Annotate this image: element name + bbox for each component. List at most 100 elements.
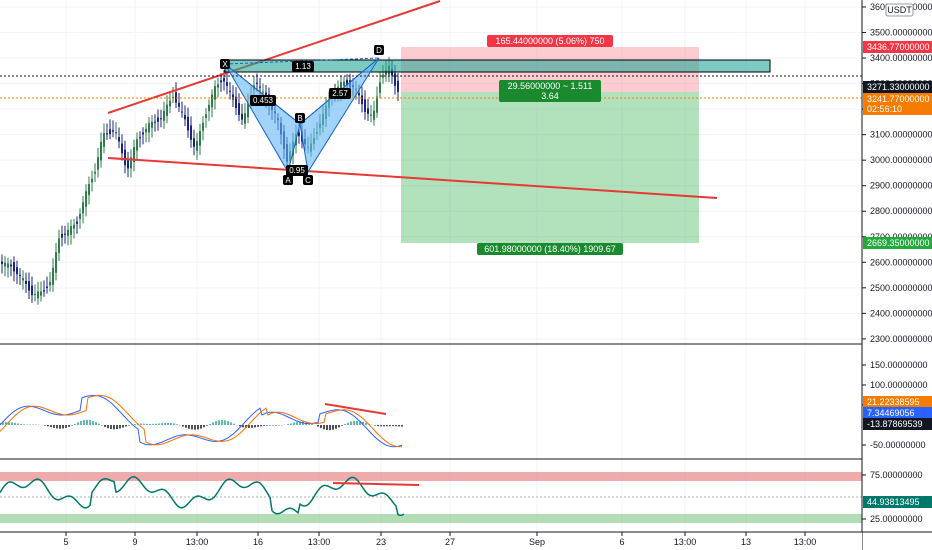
candle-body	[208, 104, 210, 112]
candle-body	[103, 133, 105, 147]
time-scale[interactable]	[0, 532, 862, 550]
candle-body	[46, 286, 48, 288]
rsi-divergence-line[interactable]	[332, 482, 420, 486]
rsi-tick-label: 25.00000000	[870, 514, 923, 524]
candle-body	[67, 229, 69, 236]
candle-body	[175, 92, 177, 103]
svg-text:USDT: USDT	[887, 5, 912, 15]
rsi-axis-ticks: 75.00000000 25.00000000	[862, 470, 923, 524]
candle-body	[262, 91, 264, 93]
candle-body	[358, 93, 360, 96]
reward-zone[interactable]	[401, 92, 699, 243]
candle-body	[136, 139, 138, 151]
macd-tick-label: 150.00000000	[870, 360, 928, 370]
grid	[0, 0, 862, 532]
candle-body	[397, 80, 399, 92]
candle-body	[97, 157, 99, 170]
candle-body	[220, 80, 222, 83]
candle-body	[382, 74, 384, 78]
signal-line	[0, 394, 403, 448]
candle-body	[112, 130, 114, 132]
candle-body	[205, 114, 207, 119]
svg-text:0.453: 0.453	[253, 96, 274, 105]
candle-body	[379, 82, 381, 93]
candle-body	[19, 275, 21, 277]
candle-body	[199, 131, 201, 146]
svg-text:02:56:10: 02:56:10	[867, 104, 902, 114]
time-tick-label: 23	[376, 537, 386, 547]
candle-body	[94, 171, 96, 174]
candle-body	[13, 262, 15, 272]
svg-text:B: B	[297, 114, 302, 123]
rsi-line	[0, 476, 405, 517]
time-tick-label: 6	[619, 537, 624, 547]
candle-body	[139, 137, 141, 139]
svg-text:21.22338595: 21.22338595	[867, 397, 920, 407]
candle-body	[55, 252, 57, 273]
candle-body	[235, 96, 237, 109]
price-tick-label: 2700.00000000	[870, 232, 932, 242]
macd-divergence-line[interactable]	[324, 403, 387, 415]
lower-trendline[interactable]	[107, 157, 718, 199]
candle-body	[178, 102, 180, 107]
currency-badge[interactable]: USDT	[885, 3, 914, 17]
candle-body	[346, 79, 348, 86]
candle-body	[193, 138, 195, 147]
candle-body	[64, 233, 66, 235]
svg-text:3271.33000000: 3271.33000000	[867, 82, 930, 92]
candle-body	[61, 234, 63, 238]
upper-trendline[interactable]	[107, 0, 441, 114]
ratio-ac-label: 0.95	[286, 165, 308, 176]
candle-body	[241, 113, 243, 120]
candle-body	[76, 221, 78, 224]
rsi-tick-label: 75.00000000	[870, 470, 923, 480]
candle-body	[226, 82, 228, 86]
candle-body	[52, 267, 54, 285]
candle-body	[166, 104, 168, 116]
point-c-label: C	[303, 175, 313, 185]
candle-body	[394, 73, 396, 86]
point-d-label: D	[374, 45, 384, 55]
price-tick-label: 2800.00000000	[870, 206, 932, 216]
candle-body	[367, 108, 369, 114]
reward-info-box: 601.98000000 (18.40%) 1909.67	[477, 243, 623, 255]
candle-body	[133, 147, 135, 162]
risk-info-box: 165.44000000 (5.06%) 750	[487, 35, 613, 47]
candle-body	[370, 114, 372, 116]
candle-body	[163, 110, 165, 121]
candle-body	[82, 202, 84, 214]
time-tick-label: 13	[741, 537, 751, 547]
price-tick-label: 3100.00000000	[870, 130, 932, 140]
candle-body	[124, 149, 126, 166]
pattern-xb-line	[224, 63, 301, 125]
candle-body	[181, 111, 183, 113]
candle-body	[31, 285, 33, 296]
candle-body	[121, 143, 123, 154]
candle-body	[211, 94, 213, 108]
candle-body	[40, 291, 42, 296]
pattern-bcd[interactable]	[299, 57, 380, 174]
time-axis-ticks: 5 9 13:00 16 13:00 23 27 Sep 6 13:00 13 13:00	[63, 532, 816, 547]
price-tick-label: 2600.00000000	[870, 257, 932, 267]
candle-body	[340, 82, 342, 92]
candle-body	[70, 226, 72, 235]
candle-body	[25, 280, 27, 285]
macd-histogram	[0, 419, 403, 431]
rsi-value-label: 44.93813495	[863, 496, 932, 508]
candle-body	[16, 267, 18, 275]
candle-body	[100, 141, 102, 161]
candle-body	[49, 281, 51, 286]
candle-body	[154, 121, 156, 123]
rsi-overbought-band	[0, 472, 862, 481]
candle-body	[202, 122, 204, 131]
pattern-xab[interactable]	[224, 63, 301, 174]
candle-body	[34, 294, 36, 296]
macd-line	[0, 394, 403, 448]
candle-body	[187, 117, 189, 131]
time-tick-label: 16	[253, 537, 263, 547]
price-tick-label: 2900.00000000	[870, 181, 932, 191]
candle-body	[169, 100, 171, 107]
svg-text:3241.77000000: 3241.77000000	[867, 94, 930, 104]
